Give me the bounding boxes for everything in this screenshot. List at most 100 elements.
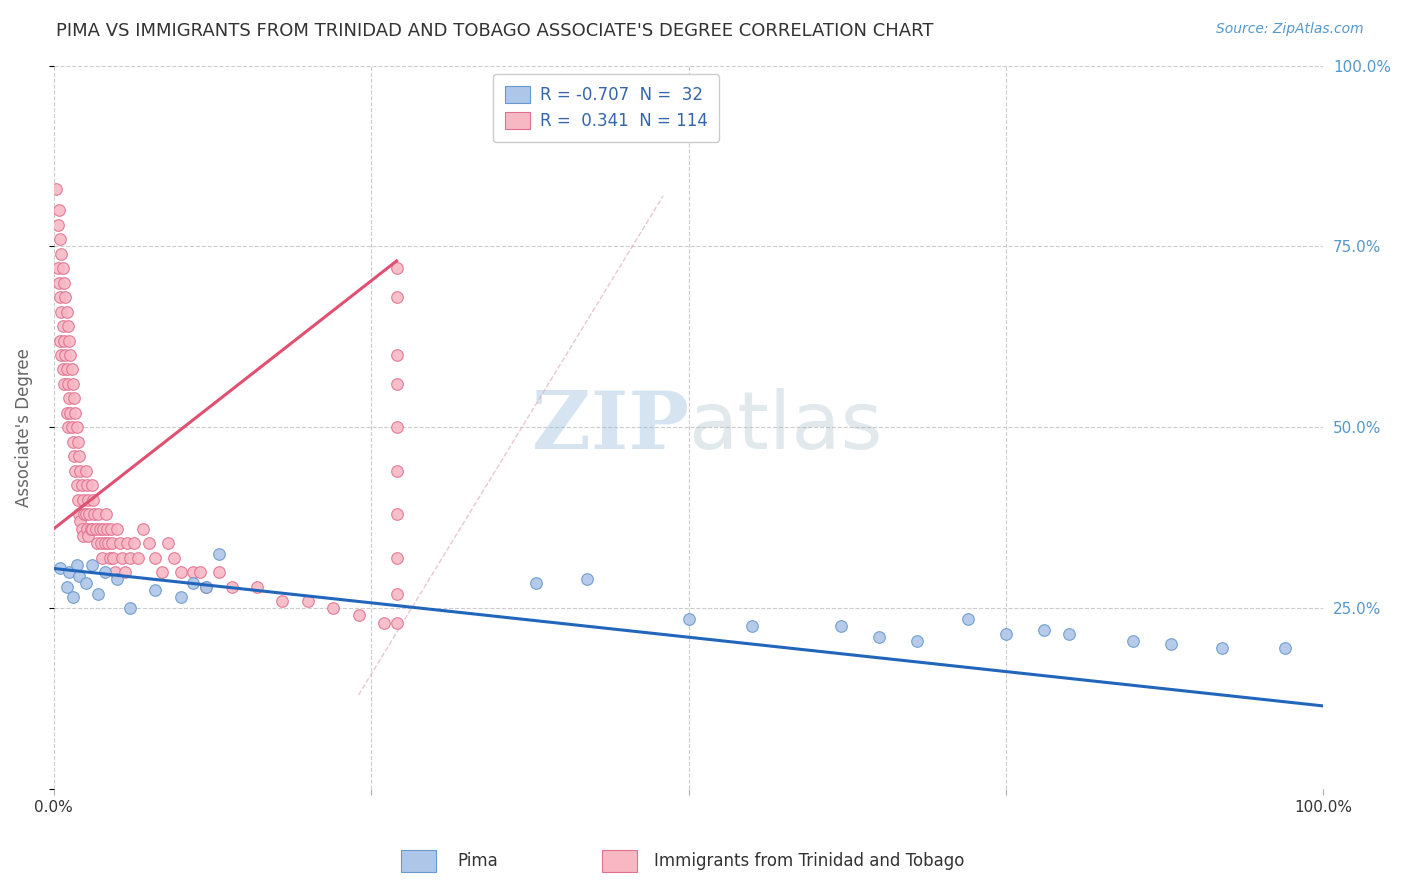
Point xyxy=(56,420,79,434)
Point xyxy=(75,576,97,591)
Point xyxy=(60,420,83,434)
Point xyxy=(195,580,218,594)
Point xyxy=(62,376,84,391)
Point xyxy=(93,536,115,550)
Point xyxy=(385,348,408,362)
Point xyxy=(347,608,370,623)
Point xyxy=(66,420,89,434)
Point xyxy=(51,304,73,318)
Point xyxy=(76,522,98,536)
Point xyxy=(145,550,167,565)
Point xyxy=(53,290,76,304)
Point xyxy=(51,246,73,260)
Point xyxy=(108,536,131,550)
Point xyxy=(65,464,87,478)
Point xyxy=(52,319,75,334)
Point xyxy=(118,601,141,615)
Point xyxy=(83,507,105,521)
Point xyxy=(322,601,344,615)
Point xyxy=(86,536,108,550)
Point xyxy=(188,565,211,579)
Point xyxy=(77,529,100,543)
Point xyxy=(195,580,218,594)
Point xyxy=(67,450,90,464)
Point xyxy=(373,615,395,630)
Text: Source: ZipAtlas.com: Source: ZipAtlas.com xyxy=(1216,22,1364,37)
Point xyxy=(56,319,79,334)
Point xyxy=(994,626,1017,640)
Point xyxy=(170,591,193,605)
Point xyxy=(53,276,76,290)
Point xyxy=(385,420,408,434)
Point xyxy=(830,619,852,633)
Point xyxy=(52,261,75,276)
Point xyxy=(145,583,167,598)
Point xyxy=(46,261,69,276)
Point xyxy=(385,550,408,565)
Point xyxy=(100,522,122,536)
Point xyxy=(385,615,408,630)
Point xyxy=(89,522,111,536)
Point xyxy=(105,522,128,536)
Point xyxy=(49,561,72,575)
Point xyxy=(48,203,70,218)
Point xyxy=(76,478,98,492)
Point xyxy=(91,550,114,565)
Point xyxy=(246,580,269,594)
Point xyxy=(1160,637,1182,651)
Point xyxy=(51,348,73,362)
Point xyxy=(69,464,91,478)
Point xyxy=(62,434,84,449)
Point xyxy=(66,492,89,507)
Point xyxy=(58,334,80,348)
Point xyxy=(55,362,77,376)
Point xyxy=(97,536,120,550)
Point xyxy=(67,568,90,582)
Point xyxy=(58,392,80,406)
Point xyxy=(67,507,90,521)
Point xyxy=(65,406,87,420)
Point xyxy=(96,522,118,536)
Point xyxy=(105,572,128,586)
Point xyxy=(75,507,97,521)
Point xyxy=(385,587,408,601)
Point xyxy=(59,406,82,420)
Point xyxy=(90,536,112,550)
Text: ZIP: ZIP xyxy=(531,388,689,467)
Point xyxy=(956,612,979,626)
Point xyxy=(80,478,103,492)
Point xyxy=(297,594,319,608)
Text: Pima: Pima xyxy=(457,852,498,870)
Point xyxy=(868,630,890,644)
Point xyxy=(208,547,231,561)
Point xyxy=(385,507,408,521)
Point xyxy=(208,565,231,579)
Point xyxy=(385,376,408,391)
Point xyxy=(49,290,72,304)
Point xyxy=(1122,633,1144,648)
Point xyxy=(53,376,76,391)
Point xyxy=(1059,626,1081,640)
Point xyxy=(170,565,193,579)
Point xyxy=(183,565,205,579)
Point xyxy=(131,522,153,536)
Point xyxy=(103,550,125,565)
Point xyxy=(93,565,115,579)
Point xyxy=(104,565,127,579)
Point xyxy=(72,492,94,507)
Point xyxy=(80,558,103,572)
Point xyxy=(82,492,104,507)
Point xyxy=(157,536,180,550)
Point xyxy=(575,572,598,586)
Point xyxy=(62,591,84,605)
Y-axis label: Associate's Degree: Associate's Degree xyxy=(15,348,32,507)
Point xyxy=(122,536,145,550)
Point xyxy=(53,348,76,362)
Point xyxy=(60,362,83,376)
Point xyxy=(111,550,134,565)
Point xyxy=(70,478,93,492)
Point xyxy=(49,334,72,348)
Point xyxy=(118,550,141,565)
Point xyxy=(77,492,100,507)
Point xyxy=(79,507,101,521)
